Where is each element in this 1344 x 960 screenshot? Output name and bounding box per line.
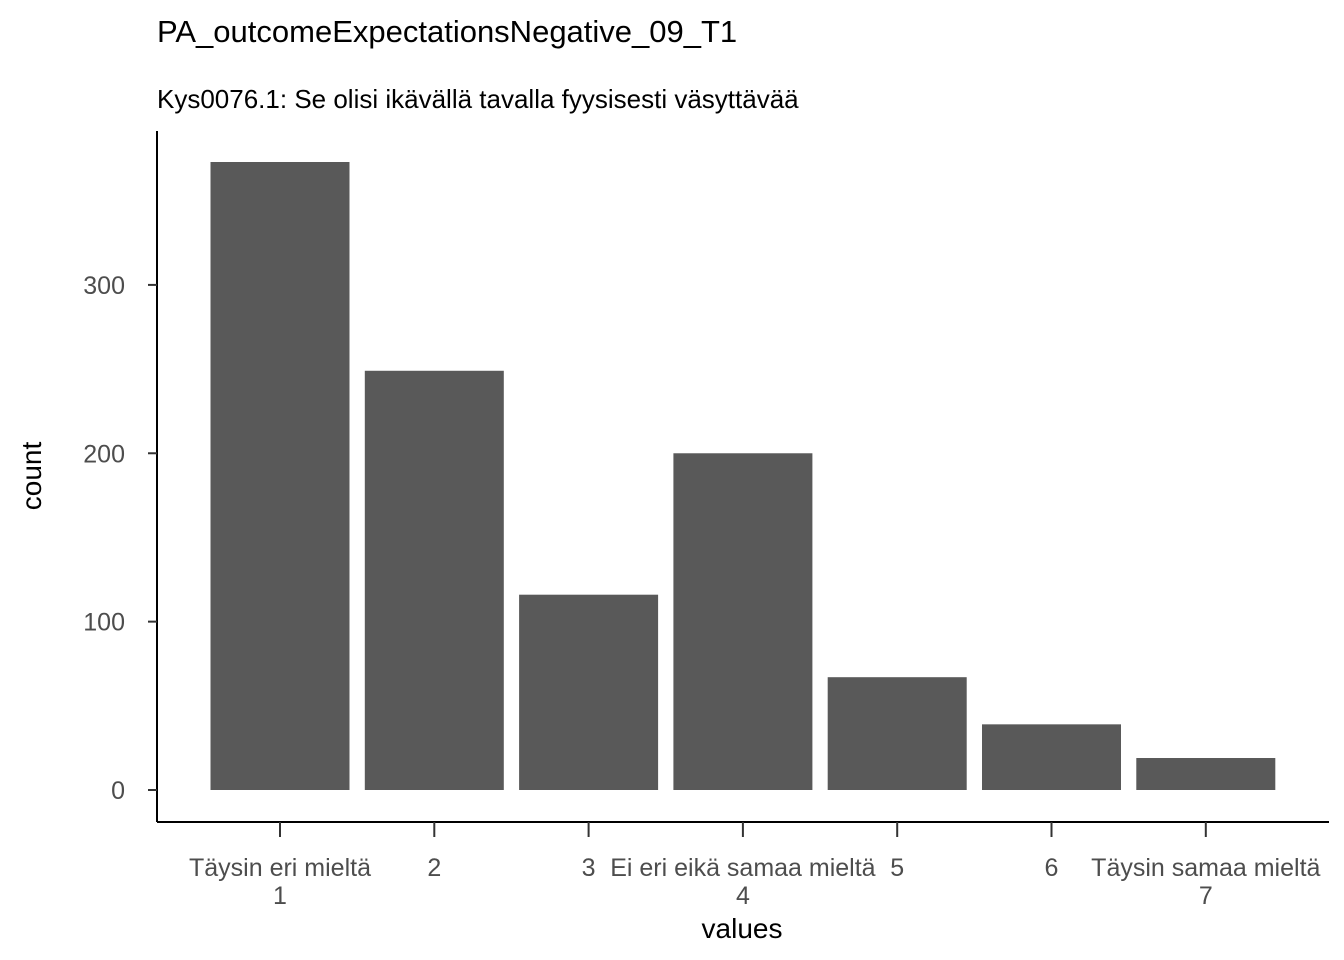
bars — [210, 162, 1276, 790]
y-tick-label: 100 — [83, 609, 125, 637]
bar-7 — [1136, 758, 1276, 790]
bar-2 — [364, 370, 504, 790]
x-tick-label: Täysin eri mieltä 1 — [189, 854, 371, 910]
x-tick-label: Ei eri eikä samaa mieltä 4 — [610, 854, 875, 910]
y-axis-title: count — [16, 442, 47, 511]
bar-3 — [519, 594, 659, 790]
y-tick-label: 200 — [83, 440, 125, 468]
x-tick-label: 2 — [427, 854, 441, 882]
y-axis-ticks: 0 100 200 300 — [83, 272, 157, 805]
y-tick-label: 0 — [111, 777, 125, 805]
x-tick-label: 5 — [890, 854, 904, 882]
y-tick-label: 300 — [83, 272, 125, 300]
chart-title: PA_outcomeExpectationsNegative_09_T1 — [157, 14, 737, 49]
bar-6 — [982, 724, 1121, 790]
bar-4 — [673, 453, 813, 790]
x-tick-label: 3 — [582, 854, 596, 882]
x-tick-label: Täysin samaa mieltä 7 — [1091, 854, 1320, 910]
bar-5 — [827, 677, 967, 790]
chart-subtitle: Kys0076.1: Se olisi ikävällä tavalla fyy… — [157, 84, 799, 114]
x-axis-ticks: Täysin eri mieltä 1 2 3 Ei eri eikä samaa mi… — [189, 822, 1321, 910]
x-tick-label: 6 — [1045, 854, 1059, 882]
bar-1 — [210, 162, 350, 790]
x-axis-title: values — [702, 913, 783, 944]
